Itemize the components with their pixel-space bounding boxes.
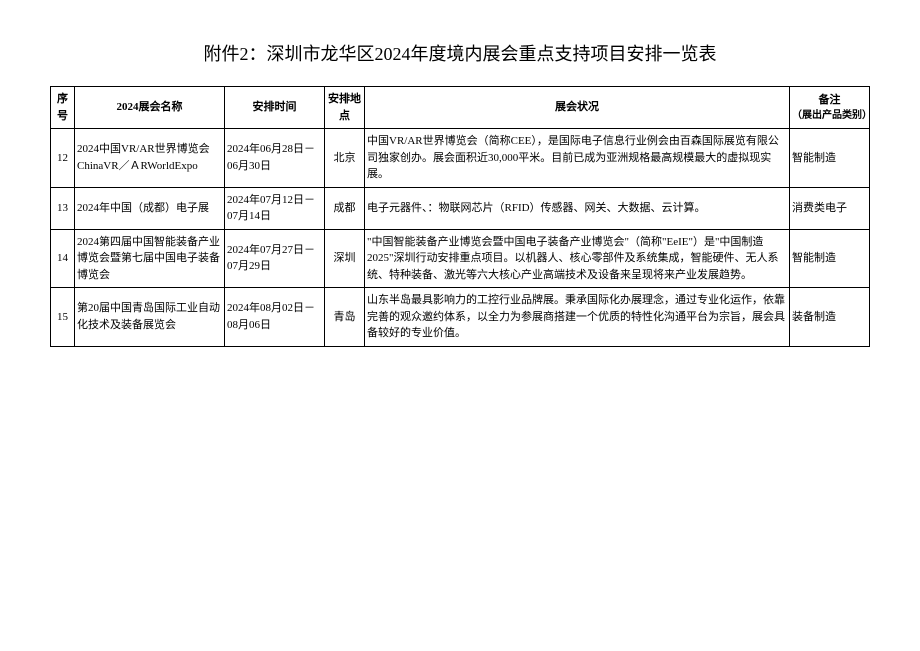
expo-table: 序号 2024展会名称 安排时间 安排地点 展会状况 备注 （展出产品类别） 1…: [50, 86, 870, 347]
cell-name: 2024第四届中国智能装备产业博览会暨第七届中国电子装备博览会: [75, 229, 225, 288]
cell-name: 第20届中国青岛国际工业自动化技术及装备展览会: [75, 288, 225, 347]
header-remark-sub: （展出产品类别）: [792, 108, 867, 123]
table-row: 122024中国VR/AR世界博览会ChinaVR／ＡRWorldExpo202…: [51, 129, 870, 188]
cell-remark: 消费类电子: [790, 187, 870, 229]
cell-seq: 14: [51, 229, 75, 288]
cell-status: 中国VR/AR世界博览会（简称CEE），是国际电子信息行业例会由百森国际展览有限…: [365, 129, 790, 188]
cell-seq: 13: [51, 187, 75, 229]
cell-location: 深圳: [325, 229, 365, 288]
cell-name: 2024年中国（成都）电子展: [75, 187, 225, 229]
header-seq: 序号: [51, 87, 75, 129]
cell-schedule: 2024年07月27日－07月29日: [225, 229, 325, 288]
cell-seq: 15: [51, 288, 75, 347]
cell-remark: 装备制造: [790, 288, 870, 347]
cell-status: 电子元器件、：物联网芯片（RFID）传感器、网关、大数据、云计算。: [365, 187, 790, 229]
header-schedule: 安排时间: [225, 87, 325, 129]
header-remark: 备注 （展出产品类别）: [790, 87, 870, 129]
cell-seq: 12: [51, 129, 75, 188]
cell-name: 2024中国VR/AR世界博览会ChinaVR／ＡRWorldExpo: [75, 129, 225, 188]
header-remark-text: 备注: [819, 94, 841, 106]
cell-schedule: 2024年06月28日－06月30日: [225, 129, 325, 188]
cell-remark: 智能制造: [790, 229, 870, 288]
page-title: 附件2：深圳市龙华区2024年度境内展会重点支持项目安排一览表: [50, 40, 870, 66]
cell-location: 青岛: [325, 288, 365, 347]
table-row: 132024年中国（成都）电子展2024年07月12日－07月14日成都电子元器…: [51, 187, 870, 229]
cell-schedule: 2024年07月12日－07月14日: [225, 187, 325, 229]
header-status: 展会状况: [365, 87, 790, 129]
cell-remark: 智能制造: [790, 129, 870, 188]
table-row: 142024第四届中国智能装备产业博览会暨第七届中国电子装备博览会2024年07…: [51, 229, 870, 288]
header-location: 安排地点: [325, 87, 365, 129]
header-name: 2024展会名称: [75, 87, 225, 129]
table-row: 15第20届中国青岛国际工业自动化技术及装备展览会2024年08月02日－08月…: [51, 288, 870, 347]
table-header-row: 序号 2024展会名称 安排时间 安排地点 展会状况 备注 （展出产品类别）: [51, 87, 870, 129]
cell-status: 山东半岛最具影响力的工控行业品牌展。秉承国际化办展理念，通过专业化运作，依靠完善…: [365, 288, 790, 347]
cell-schedule: 2024年08月02日－08月06日: [225, 288, 325, 347]
cell-location: 北京: [325, 129, 365, 188]
cell-status: "中国智能装备产业博览会暨中国电子装备产业博览会"（简称"EeIE"）是"中国制…: [365, 229, 790, 288]
cell-location: 成都: [325, 187, 365, 229]
